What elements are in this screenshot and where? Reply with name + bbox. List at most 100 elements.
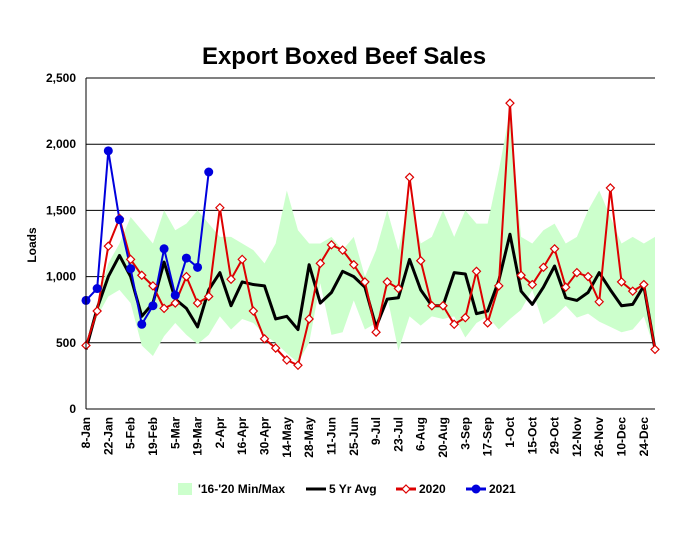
- point-2020: [337, 245, 348, 255]
- legend-marker-2020: [401, 484, 411, 494]
- legend-label-2021: 2021: [489, 482, 516, 496]
- point-2020: [527, 279, 538, 290]
- point-2020: [203, 291, 214, 302]
- point-2020: [493, 281, 504, 291]
- x-tick-label: 8-Jan: [79, 417, 93, 448]
- y-tick-label: 1,000: [46, 270, 76, 284]
- axes: [85, 78, 655, 410]
- x-tick-label: 15-Oct: [525, 417, 539, 454]
- point-2021: [204, 167, 214, 177]
- legend: '16-'20 Min/Max 5 Yr Avg 2020 2021: [178, 482, 516, 496]
- point-2021: [159, 244, 169, 254]
- x-tick-label: 19-Mar: [191, 417, 205, 456]
- legend-label-5-yr-avg: 5 Yr Avg: [329, 482, 377, 496]
- point-2020: [360, 277, 370, 287]
- point-2020: [226, 274, 236, 285]
- point-2021: [92, 284, 102, 294]
- point-2020: [136, 270, 147, 281]
- point-2021: [114, 215, 124, 225]
- x-tick-label: 11-Jun: [324, 417, 338, 455]
- x-tick-label: 14-May: [280, 417, 294, 458]
- point-2020: [293, 360, 303, 371]
- x-tick-label: 9-Jul: [369, 417, 383, 445]
- point-2020: [92, 306, 103, 316]
- point-2020: [404, 172, 415, 183]
- x-tick-label: 26-Nov: [592, 417, 606, 457]
- x-tick-label: 23-Jul: [391, 417, 405, 452]
- point-2020: [125, 254, 136, 265]
- y-axis-label: Loads: [25, 227, 39, 263]
- x-tick-label: 17-Sep: [481, 417, 495, 456]
- point-2020: [427, 300, 437, 311]
- x-tick-label: 12-Nov: [570, 417, 584, 457]
- y-tick-labels: 0 500 1,000 1,500 2,000 2,500: [46, 71, 76, 416]
- y-tick-label: 2,000: [46, 137, 76, 151]
- point-2020: [572, 267, 582, 278]
- y-tick-label: 0: [69, 402, 76, 416]
- point-2021: [126, 264, 136, 274]
- point-2021: [193, 262, 203, 272]
- point-2020: [471, 266, 482, 277]
- point-2020: [482, 318, 493, 328]
- x-tick-label: 29-Oct: [548, 417, 562, 454]
- x-tick-label: 20-Aug: [436, 417, 450, 458]
- x-tick-label: 3-Sep: [458, 417, 472, 450]
- x-tick-label: 5-Mar: [168, 417, 182, 449]
- x-tick-labels: 8-Jan 22-Jan 5-Feb 19-Feb 5-Mar 19-Mar 2-Apr 16…: [79, 417, 651, 458]
- point-2020: [549, 243, 560, 254]
- point-2020: [170, 298, 181, 308]
- point-2020: [393, 283, 404, 294]
- x-tick-label: 30-Apr: [258, 417, 272, 455]
- point-2021: [148, 301, 158, 311]
- x-tick-label: 22-Jan: [101, 417, 115, 455]
- point-2020: [215, 202, 225, 213]
- point-2020: [371, 327, 381, 338]
- point-2020: [460, 312, 471, 323]
- point-2020: [192, 298, 203, 308]
- series-markers: [81, 98, 660, 371]
- point-2020: [516, 270, 526, 281]
- y-tick-label: 2,500: [46, 71, 76, 85]
- min-max-band: [86, 111, 655, 363]
- point-2020: [348, 259, 359, 270]
- point-2020: [650, 344, 660, 355]
- point-2020: [594, 296, 605, 307]
- x-tick-label: 28-May: [302, 417, 316, 458]
- point-2021: [170, 290, 180, 300]
- point-2020: [248, 306, 259, 316]
- series-line-2020: [85, 102, 656, 367]
- point-2021: [137, 319, 147, 329]
- point-2020: [382, 277, 393, 287]
- x-tick-label: 5-Feb: [124, 417, 138, 449]
- point-2020: [103, 241, 114, 251]
- point-2020: [304, 314, 314, 324]
- point-2020: [148, 281, 158, 291]
- legend-marker-2021: [471, 484, 481, 494]
- point-2020: [616, 277, 627, 287]
- band-area-16-20-min-max: [86, 111, 655, 363]
- y-tick-label: 500: [56, 336, 76, 350]
- point-2020: [181, 271, 192, 282]
- point-2020: [415, 255, 426, 266]
- x-tick-label: 24-Dec: [637, 417, 651, 457]
- point-2020: [560, 282, 571, 293]
- point-2020: [281, 355, 292, 365]
- x-tick-label: 6-Aug: [414, 417, 428, 451]
- x-tick-label: 16-Apr: [235, 417, 249, 455]
- point-2020: [237, 254, 248, 265]
- point-2021: [181, 253, 191, 263]
- point-2020: [438, 300, 448, 311]
- point-2020: [159, 303, 169, 314]
- point-2020: [505, 98, 515, 109]
- point-2020: [605, 183, 616, 193]
- chart-title: Export Boxed Beef Sales: [202, 43, 486, 70]
- point-2021: [103, 146, 113, 156]
- x-tick-label: 1-Oct: [503, 417, 517, 448]
- point-2020: [449, 319, 460, 330]
- point-2020: [583, 271, 593, 282]
- point-2020: [627, 286, 638, 297]
- x-tick-label: 25-Jun: [347, 417, 361, 456]
- y-tick-label: 1,500: [46, 203, 76, 217]
